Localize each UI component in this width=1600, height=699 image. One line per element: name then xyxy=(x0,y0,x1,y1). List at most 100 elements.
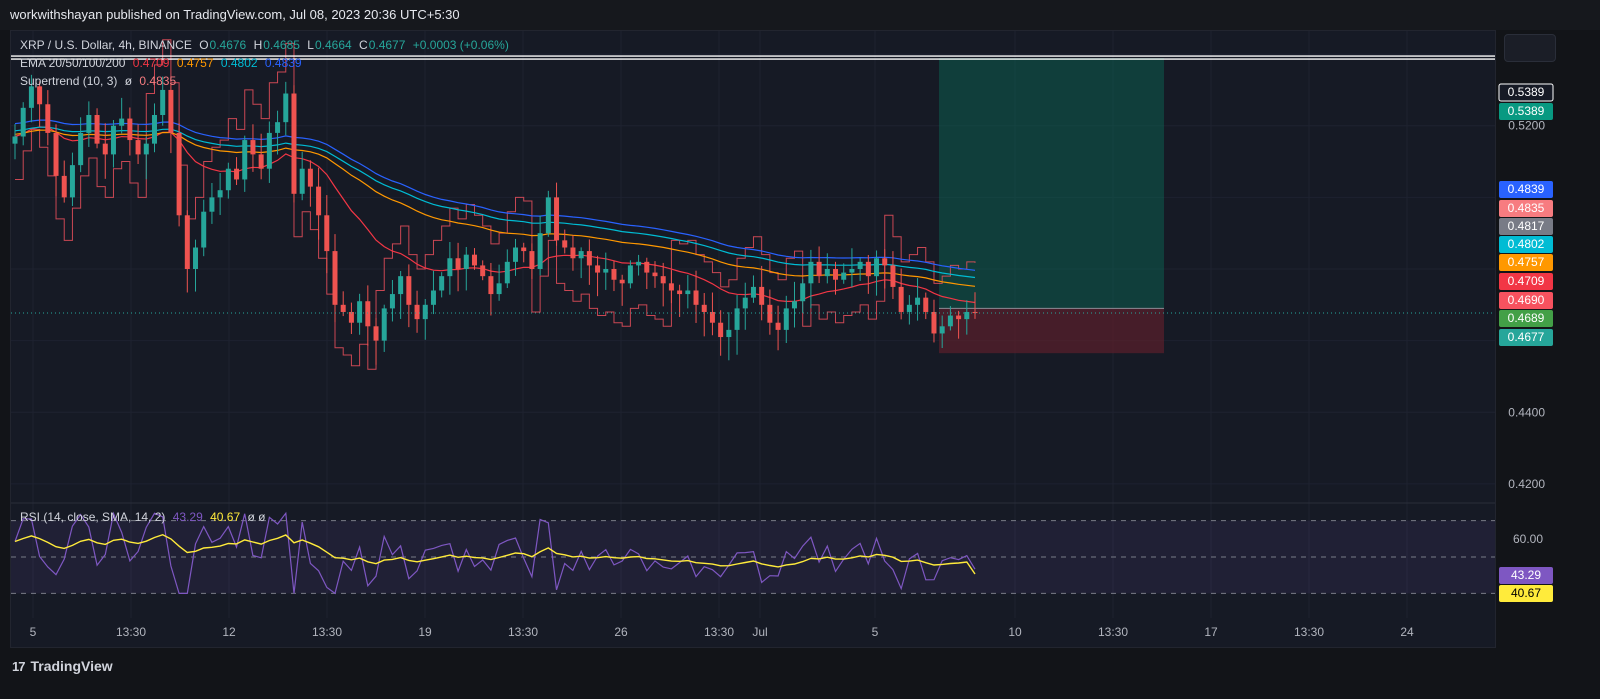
candle-body xyxy=(463,254,469,269)
candle-body xyxy=(915,297,921,305)
candle-body xyxy=(865,261,871,277)
price-axis-label: 0.4677 xyxy=(1508,330,1545,344)
candle-body xyxy=(529,251,535,269)
candle-body xyxy=(586,251,592,266)
symbol-title[interactable]: XRP / U.S. Dollar, 4h, BINANCE xyxy=(20,38,192,52)
candle-body xyxy=(816,261,822,277)
ema-label[interactable]: EMA 20/50/100/200 xyxy=(20,56,126,70)
candle-body xyxy=(488,276,494,295)
candle-body xyxy=(119,118,125,126)
candle-body xyxy=(143,143,149,155)
time-axis-label: Jul xyxy=(752,625,767,639)
candle-body xyxy=(332,251,338,305)
candle-body xyxy=(513,247,519,262)
candle-body xyxy=(668,283,674,291)
time-axis-label: 10 xyxy=(1008,625,1022,639)
time-axis-label: 24 xyxy=(1400,625,1414,639)
candle-body xyxy=(521,247,527,252)
candle-body xyxy=(685,290,691,295)
candle-body xyxy=(874,258,880,277)
candle-body xyxy=(964,311,970,320)
price-axis-label: 0.4709 xyxy=(1508,274,1545,288)
rsi-tick-label: 60.00 xyxy=(1513,532,1543,546)
candle-body xyxy=(800,283,806,302)
price-axis-label-box xyxy=(1498,83,1554,102)
time-axis-label: 5 xyxy=(30,625,37,639)
time-axis-label: 13:30 xyxy=(508,625,538,639)
price-axis-label: 0.4689 xyxy=(1508,311,1545,325)
candle-body xyxy=(291,93,297,194)
price-axis-label: 0.5389 xyxy=(1508,104,1545,118)
candle-body xyxy=(447,258,453,277)
rsi-axis-label: 43.29 xyxy=(1511,568,1541,582)
price-axis-label-box xyxy=(1499,273,1553,290)
candle-body xyxy=(619,279,625,284)
candle-body xyxy=(652,272,658,277)
rsi-axis-label-box xyxy=(1499,585,1553,602)
candle-body xyxy=(324,215,330,252)
supertrend-label[interactable]: Supertrend (10, 3) xyxy=(20,74,118,88)
ema200-line xyxy=(14,119,976,271)
candle-body xyxy=(225,168,231,191)
candle-body xyxy=(45,104,51,133)
candle-body xyxy=(972,311,978,314)
price-axis-label-box xyxy=(1499,310,1553,327)
time-axis-label: 13:30 xyxy=(704,625,734,639)
price-axis-label: 0.4839 xyxy=(1508,182,1545,196)
candle-body xyxy=(718,322,724,338)
candle-body xyxy=(151,115,157,144)
candle-body xyxy=(808,261,814,284)
time-axis-label: 5 xyxy=(872,625,879,639)
time-axis-label: 13:30 xyxy=(1098,625,1128,639)
symbol-legend: XRP / U.S. Dollar, 4h, BINANCE O0.4676 H… xyxy=(20,36,509,90)
candle-body xyxy=(430,290,436,305)
candle-body xyxy=(931,311,937,334)
candle-body xyxy=(209,197,215,212)
footer xyxy=(0,652,1600,699)
ema50-line xyxy=(14,129,976,287)
candle-body xyxy=(357,301,363,323)
legend-row-ema: EMA 20/50/100/200 0.4709 0.4757 0.4802 0… xyxy=(20,54,509,72)
ema20-line xyxy=(14,126,976,304)
candle-body xyxy=(414,304,420,320)
candle-body xyxy=(283,93,289,123)
candle-body xyxy=(78,132,84,166)
chart-settings-button[interactable] xyxy=(1504,34,1556,62)
candle-body xyxy=(307,168,313,187)
candle-body xyxy=(578,251,584,259)
publisher-line: workwithshayan published on TradingView.… xyxy=(10,7,460,22)
candle-body xyxy=(857,261,863,269)
candle-body xyxy=(644,261,650,273)
candle-body xyxy=(37,86,43,105)
candle-body xyxy=(890,265,896,287)
candle-body xyxy=(545,197,551,234)
candle-body xyxy=(110,125,116,155)
candle-body xyxy=(496,283,502,295)
price-axis-label: 0.5389 xyxy=(1508,85,1545,99)
supertrend-symbol: ø xyxy=(124,74,133,88)
candle-body xyxy=(455,258,461,269)
candle-body xyxy=(266,132,272,169)
candle-body xyxy=(833,269,839,280)
chart-frame[interactable] xyxy=(10,30,1496,648)
candle-body xyxy=(595,265,601,273)
price-tick-label: 0.5200 xyxy=(1508,119,1545,133)
candle-body xyxy=(923,297,929,312)
candle-body xyxy=(217,190,223,198)
price-axis-label-box xyxy=(1499,218,1553,235)
rsi-label[interactable]: RSI (14, close, SMA, 14, 2) xyxy=(20,510,166,524)
publisher-bar: workwithshayan published on TradingView.… xyxy=(0,0,1600,30)
tradingview-logo[interactable]: 17 TradingView xyxy=(12,658,113,674)
candle-body xyxy=(135,140,141,155)
candle-body xyxy=(611,269,617,280)
candle-body xyxy=(12,136,18,144)
candle-body xyxy=(168,89,174,133)
candle-body xyxy=(636,261,642,266)
candle-body xyxy=(603,269,609,273)
candle-body xyxy=(176,132,182,216)
candle-body xyxy=(28,86,34,108)
price-axis-label-box xyxy=(1499,181,1553,198)
rsi-sma-value: 40.67 xyxy=(210,510,241,524)
candle-body xyxy=(947,315,953,327)
